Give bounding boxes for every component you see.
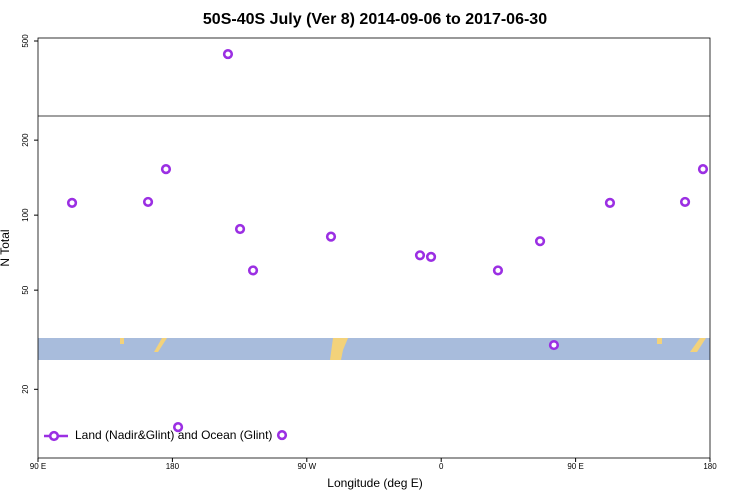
point (604, 197, 616, 208)
point (222, 48, 234, 60)
land (690, 338, 706, 352)
point (247, 265, 259, 276)
point (160, 164, 172, 175)
plot-frame (37, 37, 711, 459)
point (172, 422, 184, 433)
x-tick-label: 180 (166, 462, 180, 471)
chart-title: 50S-40S July (Ver 8) 2014-09-06 to 2017-… (203, 11, 547, 28)
point (66, 197, 78, 208)
x-tick-label: 90 E (567, 462, 583, 471)
ocean-band (38, 338, 710, 360)
map-strip (38, 338, 710, 360)
land (657, 338, 662, 344)
point (492, 265, 504, 276)
point (697, 164, 709, 175)
legend-label: Land (Nadir&Glint) and Ocean (Glint) (75, 428, 272, 442)
land (120, 338, 124, 344)
y-tick-label: 100 (21, 208, 30, 222)
y-tick-label: 500 (21, 34, 30, 48)
point (679, 196, 691, 208)
y-tick-label: 200 (21, 133, 30, 147)
point (142, 196, 154, 208)
point (534, 236, 546, 247)
point (425, 251, 437, 262)
x-tick-label: 0 (439, 462, 444, 471)
point (276, 429, 288, 441)
land (330, 338, 348, 360)
point (325, 231, 337, 242)
land (154, 338, 167, 352)
point (548, 339, 560, 351)
x-tick-label: 180 (703, 462, 717, 471)
x-tick-label: 90 W (297, 462, 316, 471)
y-axis-label: N Total (0, 229, 12, 266)
point (414, 250, 426, 261)
point (234, 223, 246, 235)
x-axis-label: Longitude (deg E) (327, 476, 422, 490)
y-tick-label: 50 (21, 285, 30, 294)
x-tick-label: 90 E (30, 462, 46, 471)
legend-marker (48, 430, 60, 442)
y-tick-label: 20 (21, 384, 30, 393)
